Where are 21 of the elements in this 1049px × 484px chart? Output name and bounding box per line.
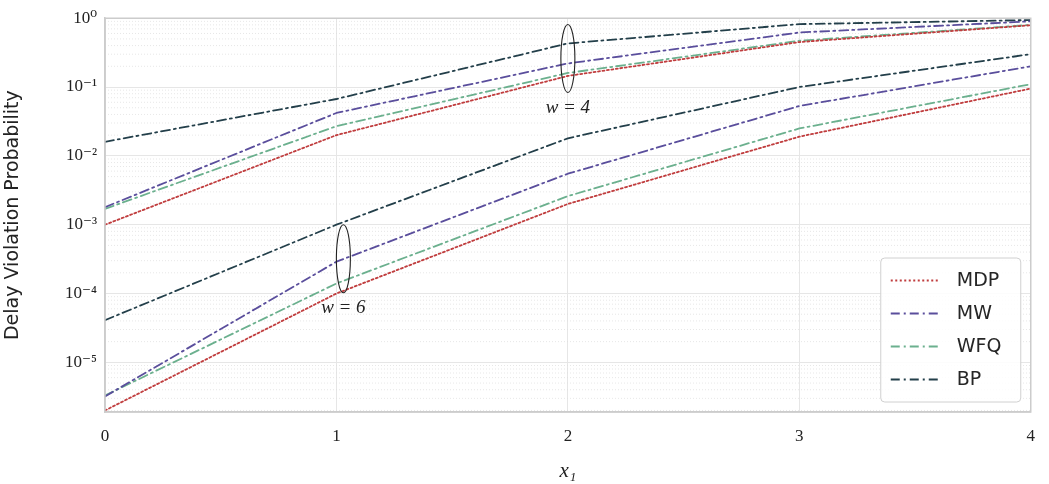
y-tick-label: 10⁻² <box>65 145 97 165</box>
y-tick-label: 10⁰ <box>73 7 98 27</box>
line-series <box>105 53 1031 322</box>
y-tick-label: 10⁻¹ <box>65 76 97 96</box>
x-axis-title: x₁ <box>558 457 577 482</box>
legend-label: MDP <box>956 268 1000 291</box>
x-tick-label: 2 <box>563 425 573 445</box>
annotation: w = 6 <box>321 296 367 318</box>
legend-label: WFQ <box>956 334 1002 357</box>
x-tick-label: 3 <box>795 425 804 445</box>
legend-label: MW <box>956 301 993 324</box>
line-series <box>105 19 1031 143</box>
x-tick-label: 0 <box>100 425 110 445</box>
y-tick-label: 10⁻⁴ <box>65 282 98 302</box>
x-tick-label: 1 <box>332 425 341 445</box>
y-axis-title: Delay Violation Probability <box>0 90 23 341</box>
y-tick-label: 10⁻³ <box>65 214 97 234</box>
annotation: w = 4 <box>545 95 591 117</box>
legend-label: BP <box>956 367 982 390</box>
x-tick-label: 4 <box>1026 425 1036 445</box>
y-tick-label: 10⁻⁵ <box>65 351 98 371</box>
